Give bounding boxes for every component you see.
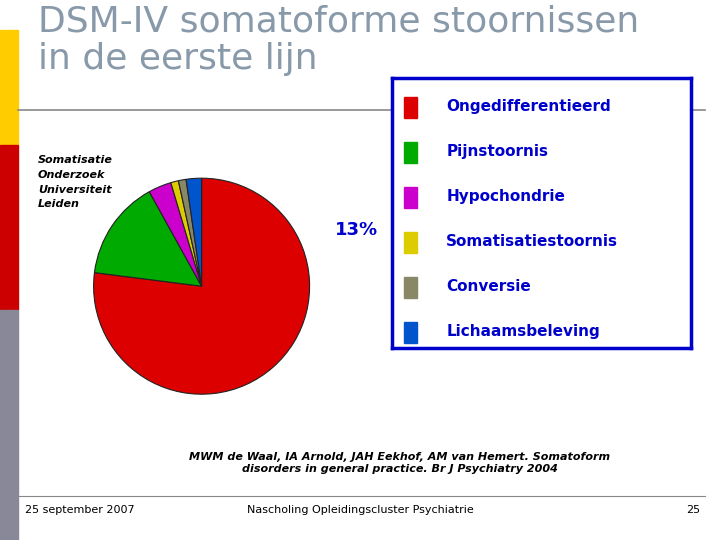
Text: 25: 25: [686, 505, 700, 515]
Bar: [405, 143, 417, 163]
Bar: [405, 232, 417, 253]
Wedge shape: [179, 179, 202, 286]
Text: 13%: 13%: [335, 221, 378, 239]
Text: DSM-IV somatoforme stoornissen: DSM-IV somatoforme stoornissen: [38, 5, 639, 39]
Wedge shape: [94, 192, 202, 286]
Text: in de eerste lijn: in de eerste lijn: [38, 42, 318, 76]
Wedge shape: [186, 178, 202, 286]
Text: Hypochondrie: Hypochondrie: [446, 188, 565, 204]
Text: Somatisatiestoornis: Somatisatiestoornis: [446, 234, 618, 249]
Text: Lichaamsbeleving: Lichaamsbeleving: [446, 323, 600, 339]
Wedge shape: [94, 178, 310, 394]
Text: 25 september 2007: 25 september 2007: [25, 505, 135, 515]
Wedge shape: [171, 181, 202, 286]
Bar: [0, 310, 18, 540]
Text: Pijnstoornis: Pijnstoornis: [446, 144, 548, 159]
Wedge shape: [149, 183, 202, 286]
Text: Nascholing Opleidingscluster Psychiatrie: Nascholing Opleidingscluster Psychiatrie: [247, 505, 473, 515]
Bar: [0, 30, 18, 145]
Bar: [0, 145, 18, 310]
Text: Ongedifferentieerd: Ongedifferentieerd: [446, 99, 611, 114]
Bar: [405, 278, 417, 298]
Bar: [405, 97, 417, 118]
Bar: [405, 187, 417, 208]
Bar: [405, 322, 417, 343]
Text: Somatisatie
Onderzoek
Universiteit
Leiden: Somatisatie Onderzoek Universiteit Leide…: [38, 155, 113, 210]
Text: 3%: 3%: [240, 306, 270, 324]
Text: MWM de Waal, IA Arnold, JAH Eekhof, AM van Hemert. Somatoform
disorders in gener: MWM de Waal, IA Arnold, JAH Eekhof, AM v…: [189, 452, 611, 474]
Text: Conversie: Conversie: [446, 279, 531, 294]
